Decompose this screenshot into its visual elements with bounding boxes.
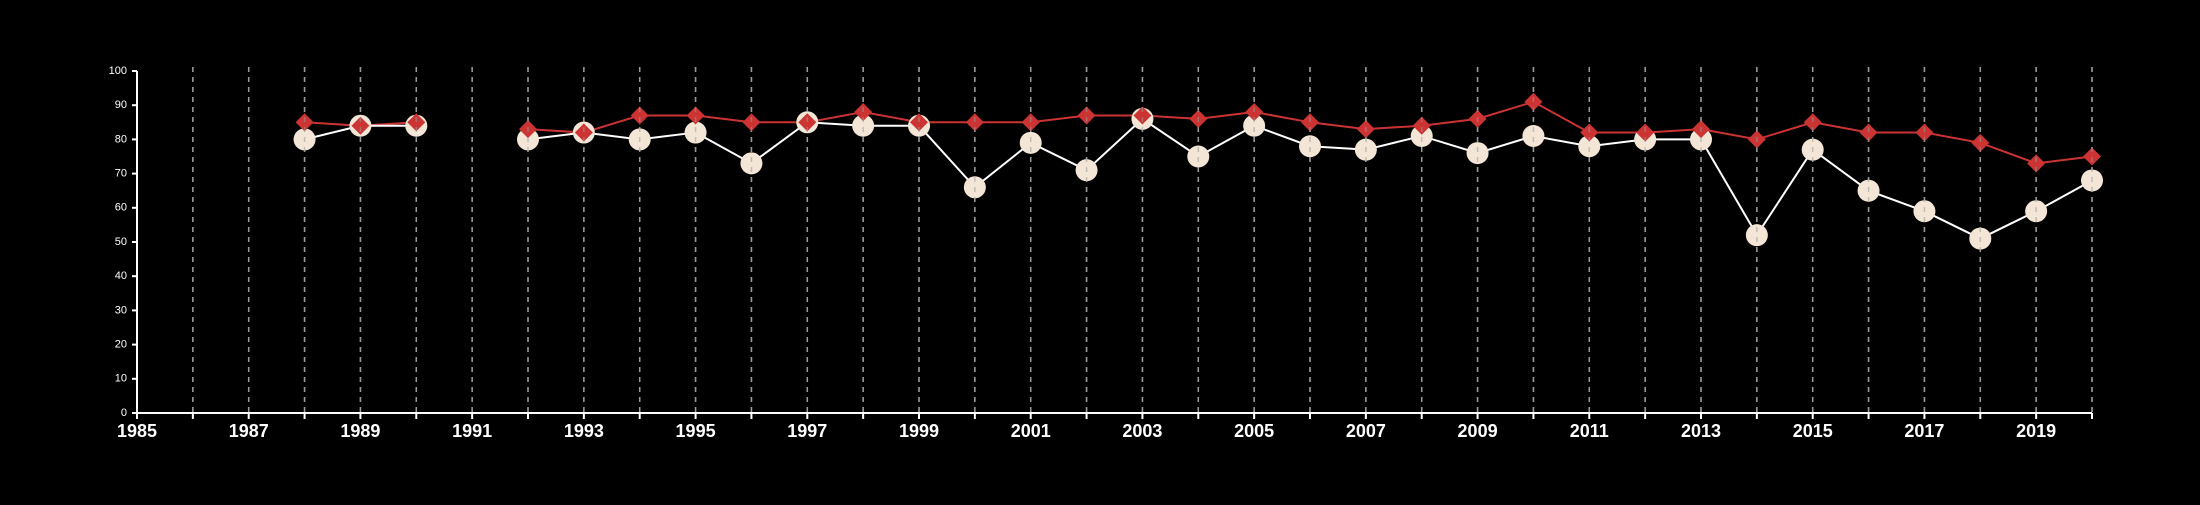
x-tick-label: 1985 [117,421,157,441]
x-tick-label: 1997 [787,421,827,441]
series-red-point [1580,123,1599,142]
x-tick-label: 2001 [1011,421,1051,441]
series-red-point [2083,147,2101,166]
series-red-point [1245,103,1264,122]
y-tick-label: 100 [109,65,127,77]
series-cream-point [1466,142,1489,165]
series-cream-point [1243,114,1266,137]
y-tick-label: 10 [115,373,127,385]
x-tick-label: 1989 [340,421,380,441]
series-red-point [1021,113,1040,132]
y-tick-label: 90 [115,99,127,111]
x-tick-label: 1999 [899,421,939,441]
y-tick-label: 0 [121,407,127,419]
series-red-point [1412,116,1431,135]
axes: 0 10 20 30 40 50 60 70 80 90 100 1985 1987 1989 1991 19… [109,65,2093,441]
series-red-point [1133,106,1152,125]
series-red-point [965,113,984,132]
series-cream-point [684,121,707,144]
x-tick-label: 1991 [452,421,492,441]
series-red-point [1859,123,1878,142]
series-red-point [351,116,370,135]
series-cream-point [1745,224,1768,247]
series-red-point [630,106,649,125]
x-tick-label: 1995 [676,421,716,441]
x-tick-label: 1987 [229,421,269,441]
series-cream-point [852,114,875,137]
series-red-point [1803,113,1822,132]
series-layer [192,67,2103,413]
y-tick-label: 70 [115,168,127,180]
series-red-point [1077,106,1096,125]
x-tick-label: 2003 [1122,421,1162,441]
series-red-point [798,113,817,132]
series-red-point [1636,123,1655,142]
series-cream-point [1187,145,1210,168]
x-tick-label: 2017 [1904,421,1944,441]
y-tick-label: 60 [115,202,127,214]
y-tick-label: 30 [115,304,127,316]
series-red-point [1301,113,1319,132]
series-cream-point [740,152,763,175]
series-cream-point [1019,131,1042,154]
series-red-point [295,113,314,132]
series-cream-point [1578,135,1601,158]
series-red-point [574,123,593,142]
series-red-point [854,103,873,122]
series-red-point [2027,154,2046,173]
series-red-point [686,106,705,125]
x-tick-label: 2013 [1681,421,1721,441]
series-red-point [910,113,928,132]
series-red-point [742,113,761,132]
x-tick-label: 2007 [1346,421,1386,441]
y-tick-label: 40 [115,270,127,282]
x-tick-label: 2011 [1570,421,1609,441]
series-red-point [1971,133,1990,152]
x-tick-label: 2005 [1234,421,1274,441]
series-red-point [407,113,426,132]
series-cream-point [1299,135,1321,158]
y-tick-label: 50 [115,236,127,248]
x-tick-label: 2015 [1793,421,1833,441]
series-cream-point [1522,124,1545,147]
x-tick-label: 2019 [2016,421,2056,441]
y-tick-label: 80 [115,133,127,145]
series-red-point [1915,123,1934,142]
x-tick-label: 2009 [1458,421,1498,441]
x-tick-label: 1993 [564,421,604,441]
series-cream-point [1410,124,1433,147]
y-tick-label: 20 [115,339,127,351]
